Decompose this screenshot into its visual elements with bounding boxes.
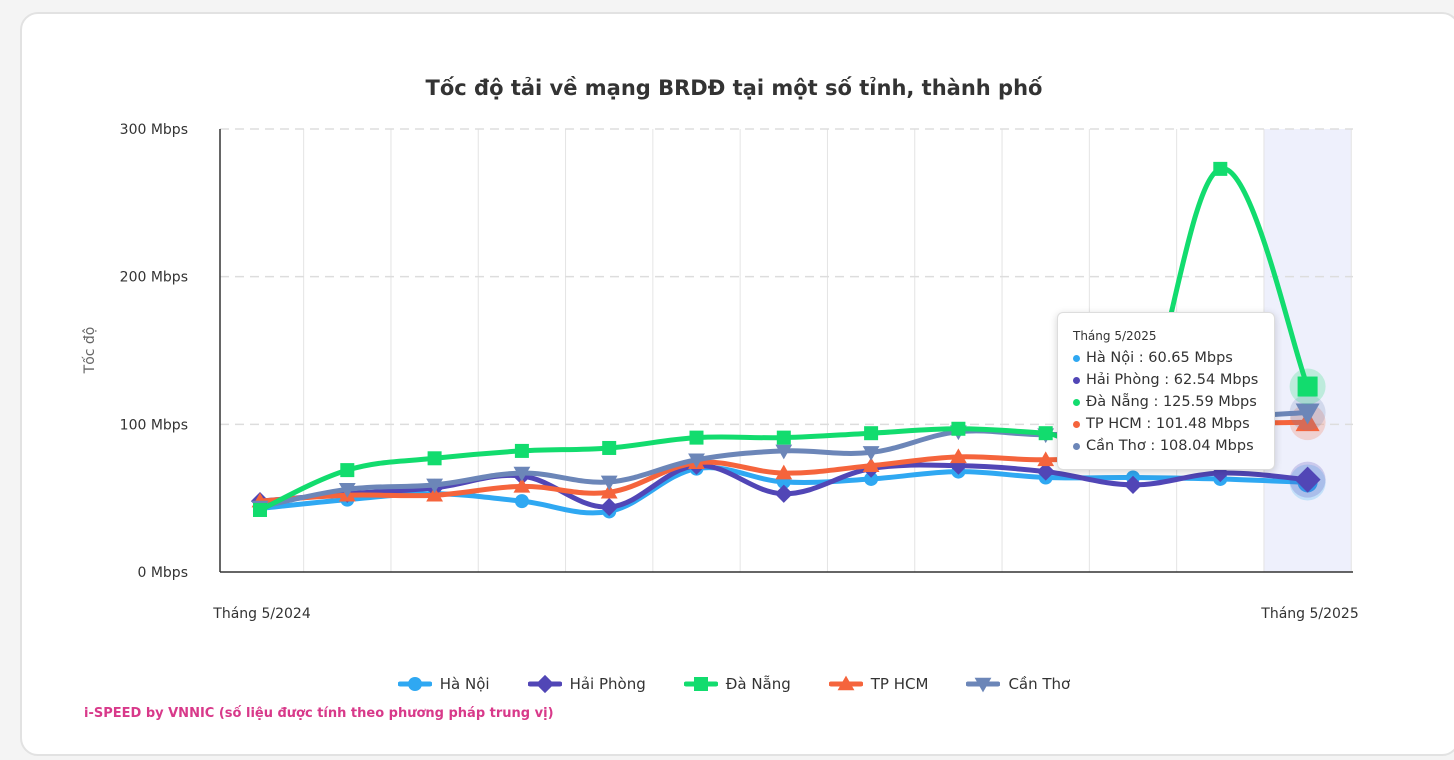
data-point — [600, 483, 618, 499]
legend-label: TP HCM — [870, 675, 929, 693]
data-point — [864, 471, 879, 486]
data-point — [775, 464, 793, 480]
hover-band — [1263, 129, 1352, 572]
legend-marker — [837, 675, 855, 691]
y-tick-label: 0 Mbps — [137, 565, 188, 581]
data-point — [338, 483, 356, 498]
data-point — [1036, 462, 1055, 481]
data-point — [688, 453, 705, 469]
legend-swatch — [397, 677, 432, 691]
tooltip-row: Hà Nội : 60.65 Mbps — [1073, 347, 1260, 369]
legend-swatch — [527, 674, 562, 694]
legend-item-2[interactable]: Đà Nẵng — [683, 674, 791, 694]
legend-marker — [407, 677, 422, 691]
tooltip-row-text: Cần Thơ : 108.04 Mbps — [1086, 438, 1254, 454]
data-point — [1294, 466, 1321, 493]
data-point — [1213, 161, 1228, 176]
data-point — [600, 497, 619, 517]
legend-label: Cần Thơ — [1008, 675, 1071, 693]
y-tick-label: 200 Mbps — [120, 270, 188, 286]
tooltip-dot-icon — [1073, 442, 1080, 450]
legend-marker — [975, 677, 992, 693]
chart-title: Tốc độ tải về mạng BRDĐ tại một số tỉnh,… — [425, 76, 1043, 100]
tooltip-dot-icon — [1073, 398, 1080, 406]
tooltip-row-text: Đà Nẵng : 125.59 Mbps — [1086, 394, 1257, 410]
chart-card: Tốc độ tải về mạng BRDĐ tại một số tỉnh,… — [20, 12, 1454, 756]
tooltip-header: Tháng 5/2025 — [1073, 329, 1157, 343]
data-point — [426, 486, 443, 502]
data-point — [864, 426, 879, 441]
tooltip-row: Hải Phòng : 62.54 Mbps — [1073, 369, 1260, 391]
data-point — [427, 451, 442, 466]
legend-label: Đà Nẵng — [725, 675, 791, 693]
tooltip-row-text: Hải Phòng : 62.54 Mbps — [1086, 372, 1259, 388]
legend-marker — [693, 677, 708, 691]
legend-item-0[interactable]: Hà Nội — [397, 674, 490, 694]
source-note: i-SPEED by VNNIC (số liệu được tính theo… — [84, 706, 554, 721]
x-tick-label: Tháng 5/2025 — [1260, 606, 1358, 622]
data-point — [513, 477, 531, 493]
tooltip-row-text: TP HCM : 101.48 Mbps — [1086, 416, 1250, 432]
data-point — [1295, 403, 1320, 425]
legend-swatch — [683, 677, 718, 691]
data-point — [1037, 451, 1055, 467]
chart-tooltip: Tháng 5/2025 Hà Nội : 60.65 Mbps Hải Phòn… — [1057, 312, 1275, 470]
tooltip-row: Cần Thơ : 108.04 Mbps — [1073, 435, 1260, 457]
tooltip-dot-icon — [1073, 420, 1080, 428]
data-point — [862, 457, 880, 472]
data-point — [689, 430, 704, 445]
tooltip-row: TP HCM : 101.48 Mbps — [1073, 413, 1260, 435]
chart-legend: Hà Nội Hải Phòng Đà Nẵng TP HCM Cần Thơ — [22, 674, 1446, 694]
legend-label: Hà Nội — [439, 675, 490, 693]
y-tick-label: 300 Mbps — [120, 122, 188, 138]
data-point — [253, 502, 267, 517]
series-line — [257, 166, 1311, 513]
legend-item-4[interactable]: Cần Thơ — [966, 674, 1070, 694]
legend-swatch — [828, 675, 863, 691]
data-point — [602, 440, 617, 455]
data-point — [951, 421, 966, 436]
y-tick-label: 100 Mbps — [120, 417, 188, 433]
data-point — [1297, 376, 1318, 397]
data-point — [426, 478, 443, 494]
data-point — [514, 443, 529, 458]
data-point — [1123, 475, 1143, 494]
tooltip-dot-icon — [1073, 376, 1080, 384]
tooltip-row: Đà Nẵng : 125.59 Mbps — [1073, 391, 1260, 413]
y-axis-label: Tốc độ — [81, 327, 98, 375]
x-tick-label: Tháng 5/2024 — [212, 606, 311, 622]
legend-marker — [535, 674, 554, 694]
data-point — [950, 448, 967, 464]
tooltip-row-text: Hà Nội : 60.65 Mbps — [1086, 350, 1233, 366]
legend-item-1[interactable]: Hải Phòng — [527, 674, 646, 694]
legend-label: Hải Phòng — [569, 675, 646, 693]
legend-swatch — [966, 677, 1001, 693]
data-point — [774, 484, 793, 503]
data-point — [775, 444, 793, 460]
data-point — [862, 446, 880, 461]
data-point — [1038, 426, 1053, 441]
data-point — [600, 475, 618, 491]
tooltip-dot-icon — [1073, 354, 1080, 362]
data-point — [514, 494, 529, 509]
data-point — [513, 466, 531, 482]
data-point — [340, 463, 355, 478]
data-point — [776, 430, 791, 445]
legend-item-3[interactable]: TP HCM — [828, 674, 929, 694]
